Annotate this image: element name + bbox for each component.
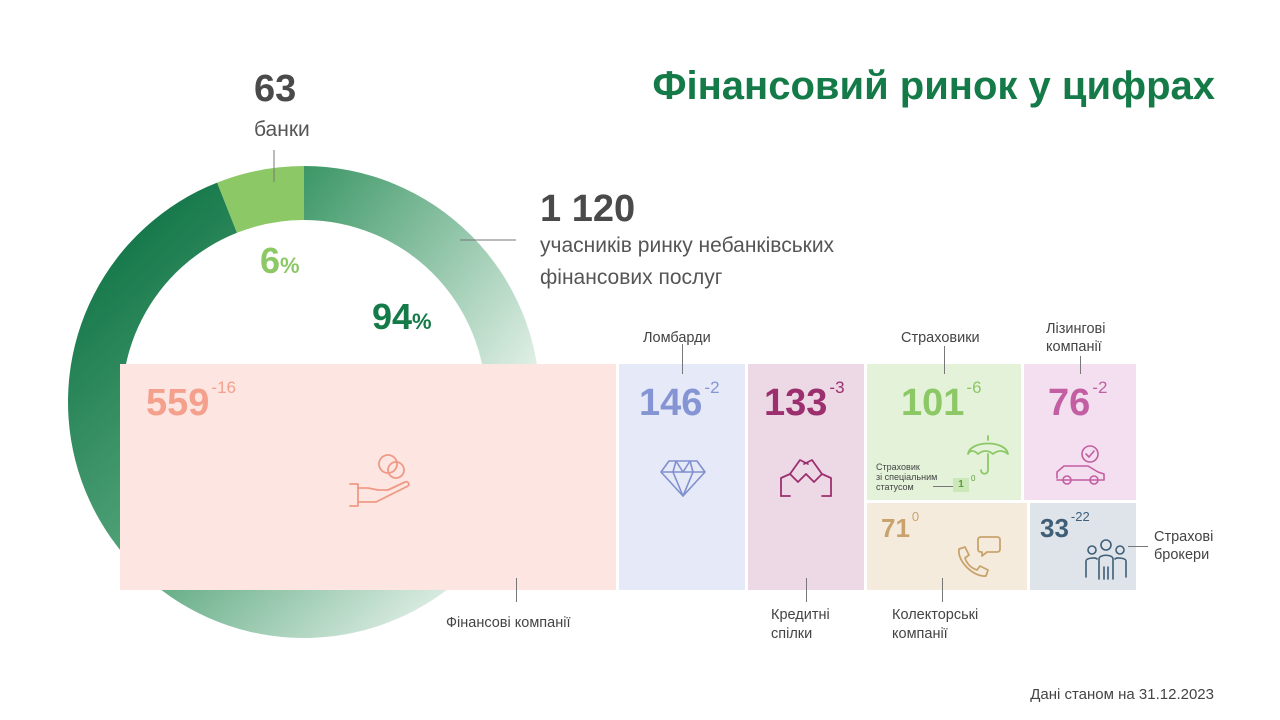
brokers-label-line1: Страхові xyxy=(1154,529,1214,545)
nonbank-count: 1 120 xyxy=(540,188,636,230)
banks-label: банки xyxy=(254,118,310,141)
tile-credit-unions: 133 -3 xyxy=(748,364,864,590)
donut-slice-nonbank-top xyxy=(304,166,540,402)
nonbank-label-line1: учасників ринку небанківських xyxy=(540,234,835,257)
hand-coins-icon xyxy=(349,454,410,507)
diamond-icon xyxy=(660,460,706,497)
handshake-icon xyxy=(780,459,832,497)
special-insurer-value: 1 xyxy=(953,478,969,492)
credit-unions-leader xyxy=(806,578,807,602)
special-insurer-label: Страховик зі спеціальним статусом xyxy=(876,462,938,492)
data-date-note: Дані станом на 31.12.2023 xyxy=(1030,686,1214,703)
brokers-value: 33 -22 xyxy=(1040,509,1090,543)
leasing-value: 76 -2 xyxy=(1048,378,1108,424)
tile-brokers: 33 -22 xyxy=(1030,503,1136,590)
tile-financial-companies: 559 -16 xyxy=(120,364,616,590)
collectors-leader xyxy=(942,578,943,602)
leasing-label-line1: Лізингові xyxy=(1046,321,1106,337)
car-check-icon xyxy=(1056,445,1105,485)
fin-companies-value: 559 -16 xyxy=(146,378,236,424)
nonbank-label-line2: фінансових послуг xyxy=(540,266,723,289)
banks-share: 6% xyxy=(260,240,300,281)
people-group-icon xyxy=(1085,539,1127,580)
special-insurer-leader xyxy=(933,486,953,487)
leasing-label-line2: компанії xyxy=(1046,339,1102,355)
tile-insurers: 101 -6 Страховик зі спеціальним статусом … xyxy=(867,364,1021,500)
tile-pawnshops: 146 -2 xyxy=(619,364,745,590)
phone-chat-icon xyxy=(958,536,1001,577)
brokers-leader xyxy=(1128,546,1148,547)
pawnshops-leader xyxy=(682,344,683,374)
page-title: Фінансовий ринок у цифрах xyxy=(652,64,1215,108)
brokers-label-line2: брокери xyxy=(1154,547,1210,563)
fin-companies-leader xyxy=(516,578,517,602)
leasing-leader xyxy=(1080,356,1081,374)
banks-count: 63 xyxy=(254,68,297,110)
special-insurer-change: 0 xyxy=(971,474,976,483)
donut-slice-banks xyxy=(217,166,304,233)
pawnshops-label: Ломбарди xyxy=(643,330,711,346)
collectors-label-line2: компанії xyxy=(892,626,948,642)
credit-unions-label-line1: Кредитні xyxy=(771,607,830,623)
insurers-leader xyxy=(944,346,945,374)
collectors-value: 71 0 xyxy=(881,509,920,543)
tile-leasing: 76 -2 xyxy=(1024,364,1136,500)
collectors-label-line1: Колекторські xyxy=(892,607,979,623)
tile-collectors: 71 0 xyxy=(867,503,1027,590)
insurers-value: 101 -6 xyxy=(901,378,982,424)
umbrella-icon xyxy=(967,435,1009,475)
credit-unions-label-line2: спілки xyxy=(771,626,813,642)
insurers-label: Страховики xyxy=(901,330,980,346)
credit-unions-value: 133 -3 xyxy=(764,378,845,424)
pawnshops-value: 146 -2 xyxy=(639,378,720,424)
fin-companies-label: Фінансові компанії xyxy=(446,615,571,631)
nonbank-share: 94% xyxy=(372,296,432,337)
